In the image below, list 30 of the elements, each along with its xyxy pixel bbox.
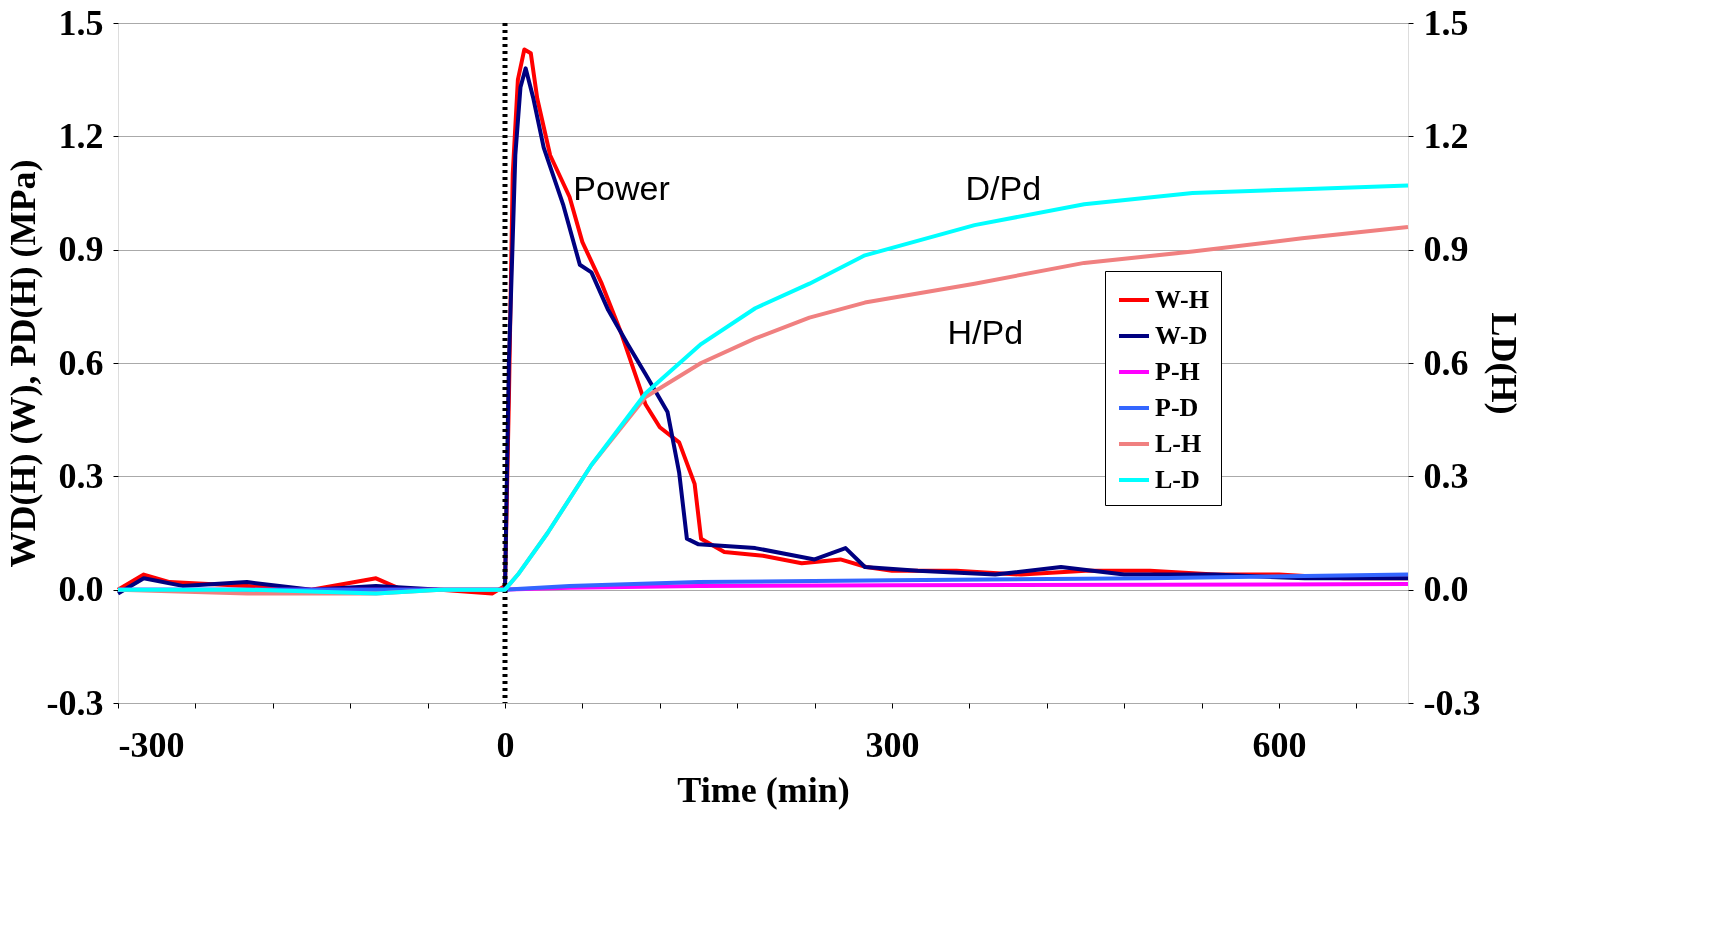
y2-tick-label: 0.6	[1423, 342, 1469, 383]
y2-tick-label: 0.3	[1423, 455, 1469, 496]
legend-label: P-H	[1155, 357, 1200, 386]
x-tick-label: -300	[118, 724, 185, 765]
y-tick-label: -0.3	[46, 682, 104, 723]
y-tick-label: 0.3	[58, 455, 104, 496]
y-tick-label: 0.9	[58, 229, 104, 270]
annotation: Power	[573, 169, 670, 208]
y2-axis-title: LD(H)	[1484, 312, 1525, 415]
y2-tick-label: 1.2	[1423, 115, 1469, 156]
x-axis-title: Time (min)	[677, 769, 850, 810]
x-tick-label: 0	[496, 724, 515, 765]
legend-label: W-H	[1155, 285, 1209, 314]
y2-tick-label: 0.0	[1423, 569, 1469, 610]
y-tick-label: 0.6	[58, 342, 104, 383]
annotation: H/Pd	[947, 312, 1024, 351]
legend-label: L-D	[1155, 465, 1200, 494]
legend-label: W-D	[1155, 321, 1208, 350]
y-tick-label: 1.2	[58, 115, 104, 156]
y-tick-label: 0.0	[58, 569, 104, 610]
y2-tick-label: 1.5	[1423, 2, 1469, 43]
y-tick-label: 1.5	[58, 2, 104, 43]
annotation: D/Pd	[965, 169, 1042, 208]
y-axis-title: WD(H) (W), PD(H) (MPa)	[2, 159, 43, 568]
legend-label: L-H	[1155, 429, 1202, 458]
x-tick-label: 600	[1252, 724, 1307, 765]
legend-label: P-D	[1155, 393, 1199, 422]
y2-tick-label: -0.3	[1423, 682, 1481, 723]
x-tick-label: 300	[865, 724, 920, 765]
y2-tick-label: 0.9	[1423, 229, 1469, 270]
